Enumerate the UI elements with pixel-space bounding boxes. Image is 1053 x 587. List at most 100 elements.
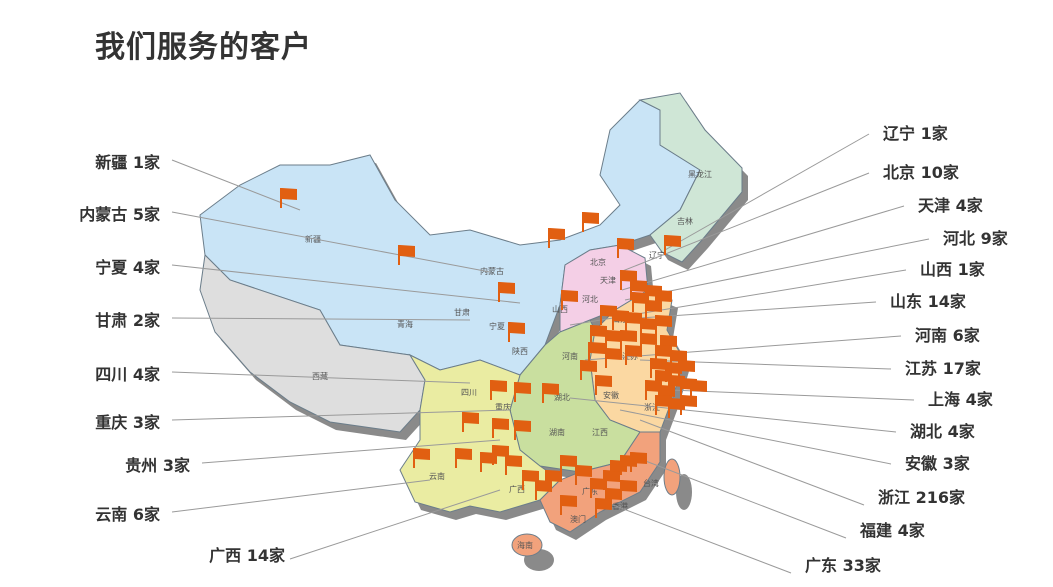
province-name: 河北 [582,294,598,304]
flag-icon [690,380,707,400]
flag-icon [582,212,599,232]
province-name: 台湾 [643,478,659,488]
leader-lines [171,133,930,574]
province-name: 湖南 [549,427,565,437]
province-name: 海南 [517,540,533,550]
flag-icon [617,238,634,258]
leader-line [639,301,877,319]
tibet-region [199,253,426,433]
flag-icon [655,290,672,310]
flag-icon [560,455,577,475]
left-label: 云南 6家 [95,505,160,524]
flag-icon [595,375,612,395]
flag-icon [620,480,637,500]
province-name: 吉林 [677,216,693,226]
leader-line [171,371,471,384]
flag-icon [630,280,647,300]
leader-line [669,389,915,401]
flag-icon [655,345,672,365]
flag-icon [588,342,605,362]
flag-icon [603,470,620,490]
province-name: 陕西 [512,346,528,356]
flag-icon [680,395,697,415]
flag-icon [535,480,552,500]
flag-icon [508,322,525,342]
flag-icon [605,330,622,350]
leader-line [289,489,501,560]
right-label: 山西 1家 [920,260,985,279]
flag-icon [548,228,565,248]
flag-icon [620,270,637,290]
right-label: 天津 4家 [918,196,983,215]
province-name: 内蒙古 [480,266,504,276]
left-label: 贵州 3家 [125,456,190,475]
province-name: 天津 [600,275,616,285]
flag-icon [492,445,509,465]
province-name: 香港 [612,501,628,511]
flag-icon [492,418,509,438]
leader-line [619,409,892,465]
left-label: 广西 14家 [209,546,285,565]
leader-line [171,264,521,304]
southwest-region [399,353,561,513]
leader-line [624,238,930,301]
leader-line [201,439,501,464]
left-label: 内蒙古 5家 [79,205,160,224]
province-name: 重庆 [495,402,511,412]
flag-icon [455,448,472,468]
right-label: 河南 6家 [915,326,980,345]
flag-icon [664,235,681,255]
flag-icon [595,498,612,518]
leader-line [621,205,905,291]
flag-icon [545,470,562,490]
flag-icon [678,360,695,380]
flag-icon [575,465,592,485]
hainan-island [511,533,543,557]
flag-icon [398,245,415,265]
flag-icon [670,350,687,370]
leader-line [171,317,471,321]
leader-line [569,397,897,433]
flag-icon [498,282,515,302]
flag-icon [650,358,667,378]
right-label: 河北 9家 [943,229,1008,248]
flag-icon [561,290,578,310]
province-name: 青海 [397,319,413,329]
left-label: 重庆 3家 [95,413,160,432]
leader-line [171,211,491,273]
province-name: 北京 [590,257,606,267]
flag-icon [490,380,507,400]
flag-icon [625,345,642,365]
left-label: 四川 4家 [95,365,160,384]
flag-icon [413,448,430,468]
leader-line [629,454,847,539]
province-name: 广西 [509,484,525,494]
leader-line [664,133,870,251]
province-name: 江西 [592,428,608,437]
leader-line [599,499,792,574]
right-label: 江苏 17家 [905,359,981,378]
right-label: 广东 33家 [805,556,881,575]
northeast-region [638,92,743,263]
flag-icon [625,312,642,332]
right-label: 湖北 4家 [910,422,975,441]
left-label: 宁夏 4家 [95,258,160,277]
flag-icon [605,348,622,368]
province-name: 四川 [461,388,477,397]
flag-icon [462,412,479,432]
taiwan-island [663,458,681,496]
left-label: 新疆 1家 [95,153,160,172]
right-label: 安徽 3家 [905,454,970,473]
flag-icon [658,385,675,405]
flag-icon [542,383,559,403]
page-title: 我们服务的客户 [95,30,312,65]
province-name: 河南 [562,351,578,361]
flag-icon [630,452,647,472]
flag-icon [655,315,672,335]
flag-icon [514,382,531,402]
flag-icon [605,488,622,508]
province-name: 辽宁 [649,250,665,260]
customer-flags [280,188,707,518]
leader-line [639,419,865,506]
